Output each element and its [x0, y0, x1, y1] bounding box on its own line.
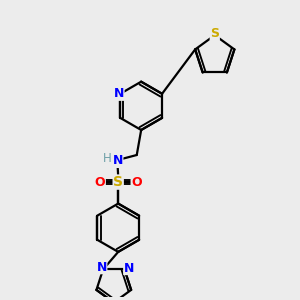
Text: S: S: [210, 27, 219, 40]
Text: N: N: [114, 87, 124, 100]
Text: O: O: [94, 176, 105, 189]
Text: S: S: [113, 175, 123, 189]
Text: O: O: [131, 176, 142, 189]
Text: N: N: [124, 262, 134, 275]
Text: H: H: [103, 152, 112, 165]
Text: N: N: [96, 261, 107, 274]
Text: N: N: [112, 154, 123, 167]
